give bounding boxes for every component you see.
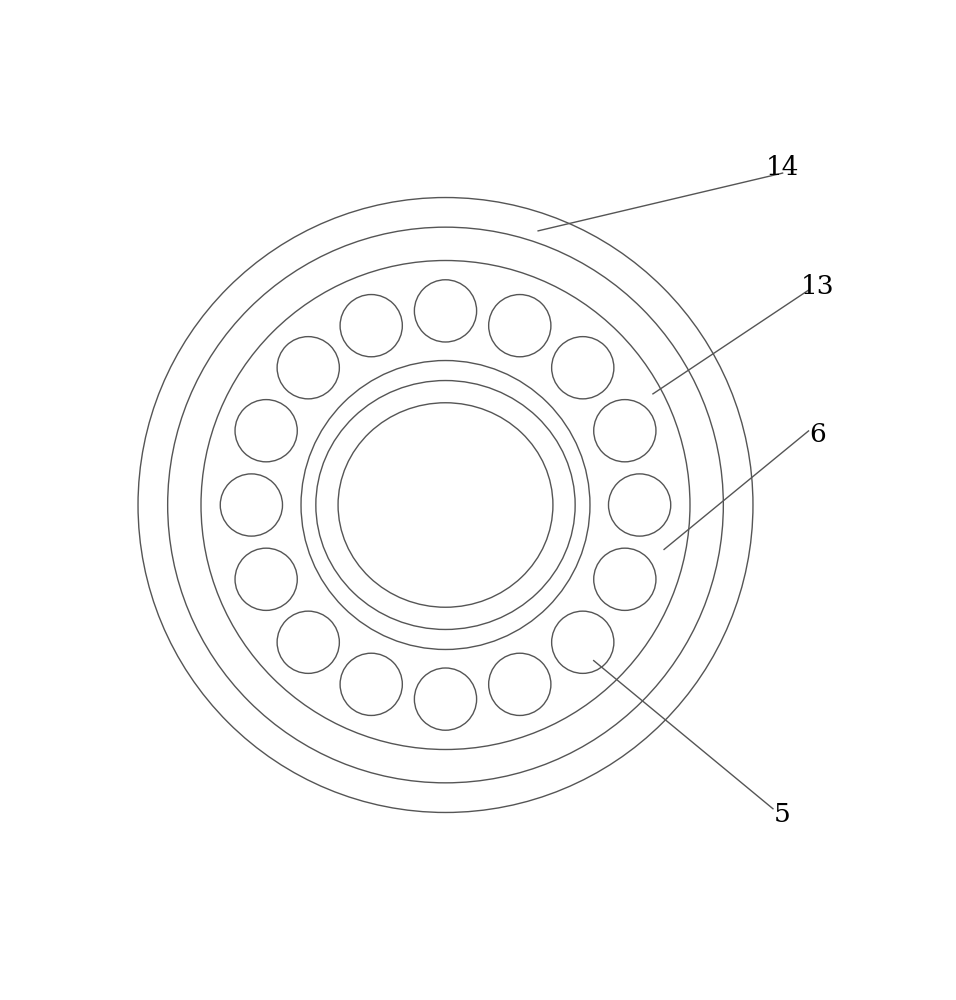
Text: 5: 5	[774, 802, 791, 827]
Text: 13: 13	[800, 274, 835, 299]
Text: 14: 14	[766, 155, 799, 180]
Text: 6: 6	[809, 422, 826, 447]
